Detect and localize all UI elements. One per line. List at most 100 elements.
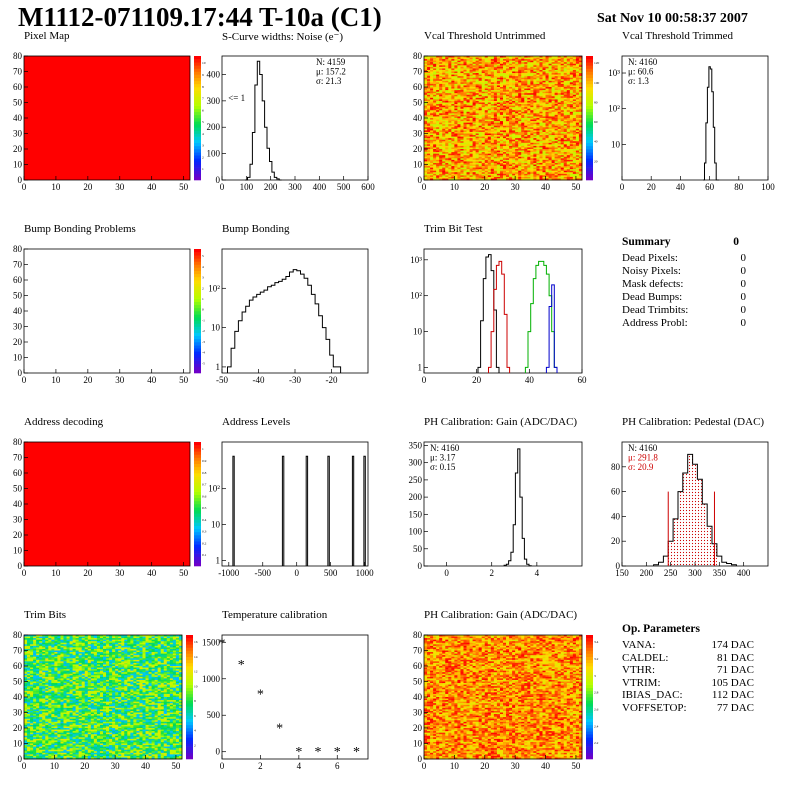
x-tick-label: 250 xyxy=(664,568,678,578)
x-tick-label: 1000 xyxy=(356,568,375,578)
palette-step xyxy=(586,56,593,59)
ph-gain-1d-histogram xyxy=(504,449,531,566)
x-tick-label: 10 xyxy=(51,568,61,578)
x-tick-label: 500 xyxy=(324,568,338,578)
palette-step xyxy=(586,112,593,115)
x-tick-label: 40 xyxy=(525,375,535,385)
x-tick-label: 30 xyxy=(511,182,521,192)
x-tick-label: 600 xyxy=(361,182,375,192)
x-tick-label: -30 xyxy=(289,375,301,385)
x-tick-label: 0 xyxy=(294,568,299,578)
trim-bit-series-red xyxy=(489,261,510,373)
x-tick-label: 4 xyxy=(535,568,540,578)
x-tick-label: 60 xyxy=(578,375,588,385)
palette-step xyxy=(586,174,593,177)
x-tick-label: 40 xyxy=(147,375,157,385)
y-tick-label: 50 xyxy=(13,484,23,494)
vcal-trimmed-histogram xyxy=(703,67,719,180)
x-tick-label: 0 xyxy=(422,182,427,192)
x-tick-label: 400 xyxy=(313,182,327,192)
palette-step xyxy=(586,59,593,62)
x-tick-label: -500 xyxy=(254,568,271,578)
palette-step xyxy=(586,81,593,84)
x-tick-label: 50 xyxy=(571,182,581,192)
trim-bit-test-frame xyxy=(424,249,582,373)
y-tick-label: 300 xyxy=(207,96,221,106)
x-tick-label: 20 xyxy=(647,182,657,192)
palette-step xyxy=(586,78,593,81)
pedestal-fill xyxy=(668,454,717,566)
palette-step xyxy=(586,115,593,118)
bump-bonding-problems-frame xyxy=(24,249,190,373)
y-tick-label: 20 xyxy=(13,530,23,540)
y-tick-label: 60 xyxy=(13,468,23,478)
x-tick-label: 40 xyxy=(147,182,157,192)
page-title: M1112-071109.17:44 T-10a (C1) xyxy=(18,2,382,33)
stats-line: N: 4160 xyxy=(430,443,460,453)
stats-line: μ: 291.8 xyxy=(628,453,658,463)
scurve-annotation: <= 1 xyxy=(228,93,245,103)
y-tick-label: 70 xyxy=(13,260,23,270)
palette-step xyxy=(586,127,593,130)
palette-step xyxy=(586,68,593,71)
palette-step xyxy=(586,143,593,146)
y-tick-label: 10 xyxy=(211,520,221,530)
address-level-peak xyxy=(364,456,365,566)
address-level-peak xyxy=(306,456,307,566)
palette-step xyxy=(586,158,593,161)
palette-step xyxy=(586,146,593,149)
x-tick-label: 10 xyxy=(51,182,61,192)
x-tick-label: 0 xyxy=(220,182,225,192)
x-tick-label: 500 xyxy=(337,182,351,192)
palette-step xyxy=(586,62,593,65)
x-tick-label: 20 xyxy=(83,182,93,192)
palette-step xyxy=(586,118,593,121)
y-tick-label: 10 xyxy=(413,327,423,337)
address-level-peak xyxy=(328,456,329,566)
timestamp: Sat Nov 10 00:58:37 2007 xyxy=(597,11,748,27)
y-tick-label: 0 xyxy=(18,368,23,378)
y-tick-label: 60 xyxy=(13,82,23,92)
x-tick-label: 10 xyxy=(51,375,61,385)
stats-line: σ: 21.3 xyxy=(316,76,342,86)
y-tick-label: 80 xyxy=(13,437,23,447)
y-tick-label: 1 xyxy=(216,362,221,372)
palette-step xyxy=(586,140,593,143)
address-levels-frame xyxy=(222,442,368,566)
x-tick-label: 10 xyxy=(450,182,460,192)
x-tick-label: 2 xyxy=(489,568,494,578)
palette-step xyxy=(586,93,593,96)
x-tick-label: 0 xyxy=(620,182,625,192)
y-tick-label: 150 xyxy=(409,509,423,519)
x-tick-label: 50 xyxy=(179,375,189,385)
y-tick-label: 50 xyxy=(413,98,423,108)
address-level-peak xyxy=(233,456,234,566)
x-tick-label: 30 xyxy=(115,375,125,385)
stats-line: μ: 3.17 xyxy=(430,453,456,463)
y-tick-label: 10 xyxy=(611,139,621,149)
x-tick-label: 350 xyxy=(713,568,727,578)
palette-step xyxy=(586,121,593,124)
x-tick-label: 40 xyxy=(541,182,551,192)
y-tick-label: 0 xyxy=(418,175,423,185)
y-tick-label: 70 xyxy=(13,67,23,77)
palette-step xyxy=(586,109,593,112)
y-tick-label: 10³ xyxy=(608,68,620,78)
palette-step xyxy=(586,171,593,174)
y-tick-label: 80 xyxy=(413,51,423,61)
y-tick-label: 10 xyxy=(211,323,221,333)
y-tick-label: 400 xyxy=(207,69,221,79)
y-tick-label: 200 xyxy=(409,492,423,502)
x-tick-label: 20 xyxy=(83,375,93,385)
palette-step xyxy=(586,161,593,164)
trim-bits-cells xyxy=(24,635,182,759)
